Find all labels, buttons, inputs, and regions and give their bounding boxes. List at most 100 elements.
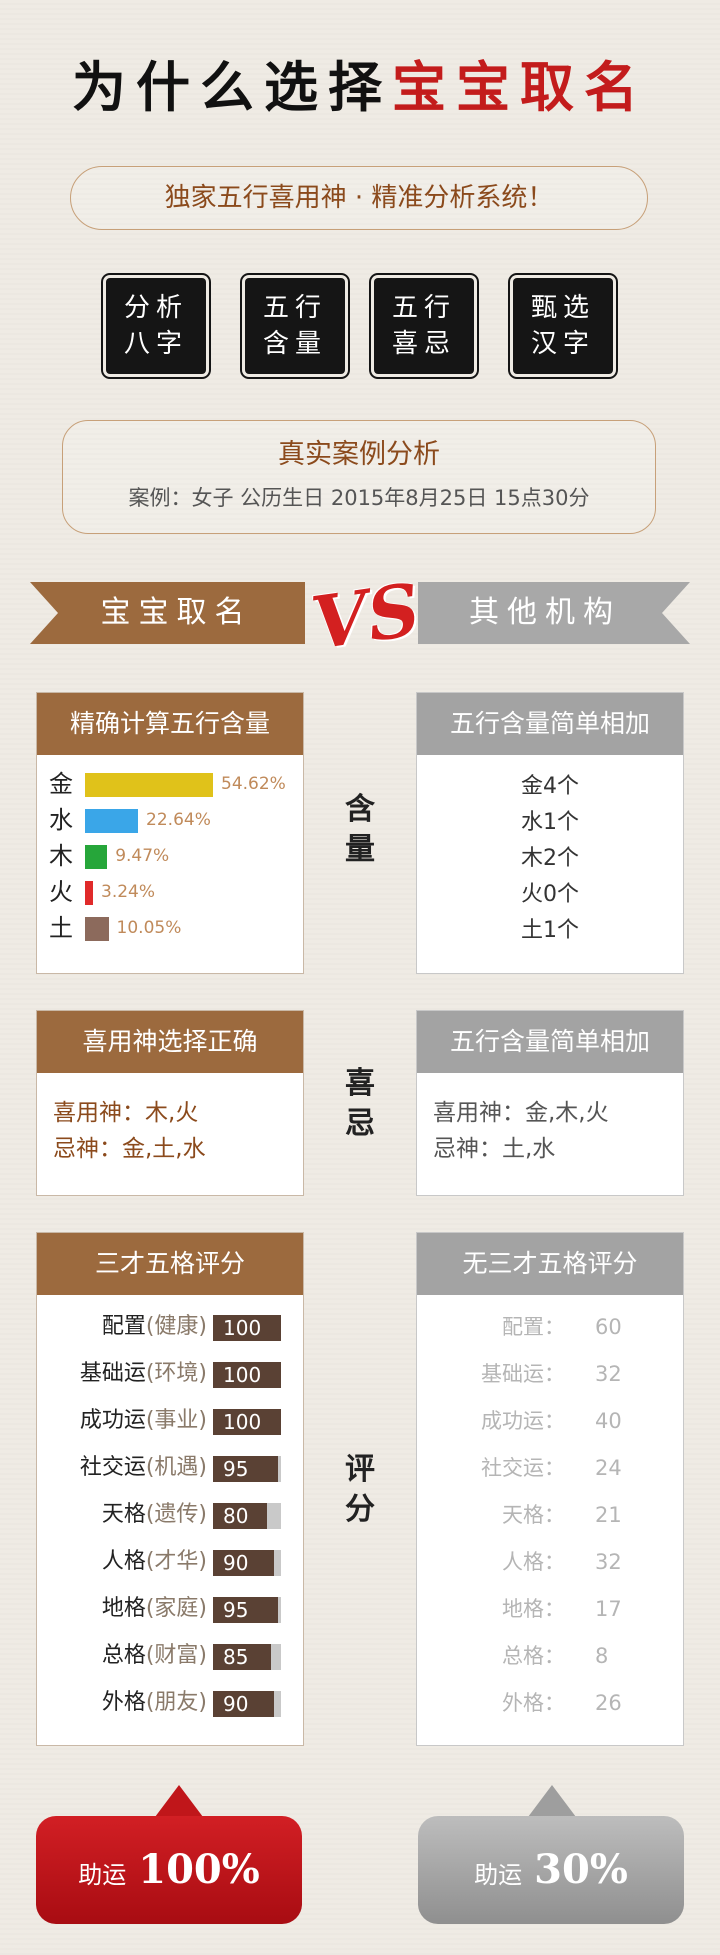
score-track: 100 <box>213 1315 281 1341</box>
element-pct: 10.05% <box>116 918 182 938</box>
simple-item: 木2个 <box>521 846 579 871</box>
score-label: 配置(健康) <box>102 1309 207 1345</box>
zhuyun-others-button[interactable]: 助运 30% <box>418 1816 684 1924</box>
score-row: 外格(朋友) 90 <box>37 1685 303 1721</box>
score-track: 80 <box>213 1503 281 1529</box>
seal-line: 汉字 <box>530 329 595 359</box>
score-row: 总格(财富) 85 <box>37 1638 303 1674</box>
other-score-value: 32 <box>595 1550 622 1574</box>
element-bar <box>85 881 93 905</box>
score-row: 配置(健康) 100 <box>37 1309 303 1345</box>
score-track: 95 <box>213 1456 281 1482</box>
score-track: 90 <box>213 1550 281 1576</box>
score-name: 外格 <box>101 1690 146 1715</box>
sancai-card: 三才五格评分 配置(健康) 100 基础运(环境) 100 成功运(事业) 100 社交运(… <box>36 1232 304 1746</box>
case-subtitle: 案例：女子 公历生日 2015年8月25日 15点30分 <box>128 486 590 510</box>
element-name: 火 <box>49 878 73 906</box>
score-row: 成功运(事业) 100 <box>37 1403 303 1439</box>
element-name: 金 <box>49 770 73 798</box>
other-score-label: 成功运： <box>481 1409 565 1433</box>
ji-line: 忌神：土,水 <box>433 1136 556 1162</box>
score-label: 人格(才华) <box>102 1544 207 1580</box>
score-name: 地格 <box>101 1596 146 1621</box>
zhuyun-ours-button[interactable]: 助运 100% <box>36 1816 302 1924</box>
other-score-label: 人格： <box>502 1550 565 1574</box>
element-bar <box>85 845 108 869</box>
seal-wuxing-content: 五行 含量 <box>245 278 345 374</box>
label-xiji: 喜 忌 <box>330 1064 390 1144</box>
tagline-pill: 独家五行喜用神 · 精准分析系统！ <box>70 166 648 230</box>
mid-label-char: 量 <box>345 832 375 867</box>
seal-line: 分析 <box>123 293 188 323</box>
score-label: 外格(朋友) <box>102 1685 207 1721</box>
element-pct: 3.24% <box>101 882 156 902</box>
other-score-row: 人格： 32 <box>417 1544 683 1580</box>
score-hint: (家庭) <box>145 1596 207 1621</box>
score-fill: 90 <box>213 1691 275 1717</box>
other-score-label: 外格： <box>502 1691 565 1715</box>
other-score-label: 天格： <box>502 1503 565 1527</box>
element-name: 土 <box>49 914 73 942</box>
seal-line: 五行 <box>391 293 456 323</box>
score-label: 社交运(机遇) <box>80 1450 207 1486</box>
other-score-label: 配置： <box>502 1315 565 1339</box>
score-name: 天格 <box>101 1502 146 1527</box>
score-row: 天格(遗传) 80 <box>37 1497 303 1533</box>
score-row: 基础运(环境) 100 <box>37 1356 303 1392</box>
score-track: 100 <box>213 1362 281 1388</box>
other-score-value: 40 <box>595 1409 622 1433</box>
card-header: 三才五格评分 <box>37 1233 303 1295</box>
case-title: 真实案例分析 <box>278 439 440 470</box>
score-row: 地格(家庭) 95 <box>37 1591 303 1627</box>
case-box: 真实案例分析 案例：女子 公历生日 2015年8月25日 15点30分 <box>62 420 656 534</box>
seal-select-characters: 甄选 汉字 <box>513 278 613 374</box>
button-value: 100% <box>138 1846 260 1893</box>
score-hint: (才华) <box>145 1549 207 1574</box>
banner-ours: 宝宝取名 <box>30 582 305 644</box>
score-fill: 100 <box>213 1315 281 1341</box>
card-header: 无三才五格评分 <box>417 1233 683 1295</box>
score-label: 天格(遗传) <box>102 1497 207 1533</box>
other-score-value: 8 <box>595 1644 609 1668</box>
page-title-part2: 宝宝取名 <box>392 55 648 119</box>
seal-analyze-bazi: 分析 八字 <box>106 278 206 374</box>
wuxing-bars: 金 54.62% 水 22.64% 木 9.47% 火 3.24% 土 10.0… <box>37 755 303 973</box>
seal-line: 喜忌 <box>391 329 456 359</box>
other-score-row: 天格： 21 <box>417 1497 683 1533</box>
element-name: 木 <box>49 842 73 870</box>
ji-line: 忌神：金,土,水 <box>53 1136 206 1162</box>
other-score-value: 21 <box>595 1503 622 1527</box>
score-track: 95 <box>213 1597 281 1623</box>
page-title: 为什么选择宝宝取名 <box>0 42 720 132</box>
other-score-row: 外格： 26 <box>417 1685 683 1721</box>
other-score-value: 26 <box>595 1691 622 1715</box>
score-name: 社交运 <box>79 1455 146 1480</box>
no-sancai-card: 无三才五格评分 配置： 60 基础运： 32 成功运： 40 社交运： 24 天格： 21 人格： 3… <box>416 1232 684 1746</box>
xiyongshen-other-body: 喜用神：金,木,火 忌神：土,水 <box>417 1073 683 1195</box>
score-name: 总格 <box>101 1643 146 1668</box>
element-bar <box>85 809 139 833</box>
score-track: 90 <box>213 1691 281 1717</box>
score-hint: (健康) <box>145 1314 207 1339</box>
simple-item: 水1个 <box>521 810 579 835</box>
pointer-triangle <box>155 1785 203 1817</box>
xi-line: 喜用神：金,木,火 <box>433 1100 609 1126</box>
score-fill: 80 <box>213 1503 268 1529</box>
xiyongshen-card: 喜用神选择正确 喜用神：木,火 忌神：金,土,水 <box>36 1010 304 1196</box>
card-header: 喜用神选择正确 <box>37 1011 303 1073</box>
other-score-row: 配置： 60 <box>417 1309 683 1345</box>
xi-line: 喜用神：木,火 <box>53 1100 199 1126</box>
score-fill: 100 <box>213 1362 281 1388</box>
score-hint: (朋友) <box>145 1690 207 1715</box>
other-score-label: 地格： <box>502 1597 565 1621</box>
xiyongshen-other-card: 五行含量简单相加 喜用神：金,木,火 忌神：土,水 <box>416 1010 684 1196</box>
score-fill: 90 <box>213 1550 275 1576</box>
simple-item: 土1个 <box>521 918 579 943</box>
score-hint: (事业) <box>145 1408 207 1433</box>
score-label: 总格(财富) <box>102 1638 207 1674</box>
mid-label-char: 评 <box>345 1452 375 1487</box>
banner-others: 其他机构 <box>418 582 690 644</box>
score-list: 配置(健康) 100 基础运(环境) 100 成功运(事业) 100 社交运(机遇) 95 天格… <box>37 1295 303 1745</box>
score-hint: (遗传) <box>145 1502 207 1527</box>
wuxing-simple-list: 金4个 水1个 木2个 火0个 土1个 <box>417 755 683 949</box>
